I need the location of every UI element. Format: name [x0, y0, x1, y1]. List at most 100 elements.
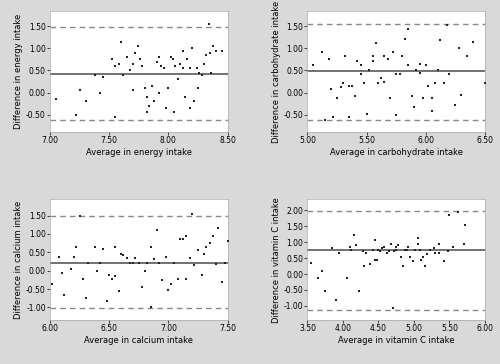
Point	[452, 102, 460, 108]
Point	[388, 305, 396, 310]
Point	[218, 280, 226, 285]
Point	[371, 257, 379, 262]
Point	[408, 93, 416, 99]
Point	[136, 56, 144, 62]
Point	[440, 258, 448, 264]
Point	[321, 117, 329, 123]
Point	[384, 56, 392, 62]
Point	[82, 295, 90, 301]
Point	[366, 261, 374, 267]
Point	[126, 260, 134, 265]
Point	[345, 114, 353, 120]
Point	[373, 257, 381, 262]
Point	[82, 98, 90, 104]
Point	[111, 114, 119, 120]
Point	[186, 66, 194, 71]
Point	[410, 104, 418, 110]
X-axis label: Average in energy intake: Average in energy intake	[86, 148, 192, 157]
Point	[392, 244, 400, 250]
Point	[140, 85, 148, 91]
Point	[96, 260, 104, 265]
Point	[481, 80, 489, 86]
Point	[210, 43, 218, 49]
Point	[327, 86, 335, 92]
Point	[164, 287, 172, 293]
Point	[166, 281, 174, 286]
X-axis label: Average in carbohydrate intake: Average in carbohydrate intake	[330, 148, 462, 157]
Point	[394, 242, 402, 248]
Point	[449, 244, 457, 250]
Point	[310, 62, 318, 68]
Point	[346, 244, 354, 250]
Point	[351, 93, 359, 99]
Point	[414, 236, 422, 241]
Point	[94, 269, 102, 274]
Point	[158, 63, 166, 69]
Point	[188, 211, 196, 217]
Point	[218, 48, 226, 54]
Point	[356, 62, 364, 68]
Point	[202, 244, 210, 250]
Point	[460, 241, 468, 246]
Y-axis label: Difference in vitamin C intake: Difference in vitamin C intake	[272, 197, 281, 323]
Point	[68, 266, 76, 272]
Point	[76, 87, 84, 93]
Point	[380, 54, 388, 59]
Point	[120, 72, 128, 78]
Point	[383, 250, 391, 256]
Point	[403, 247, 411, 253]
Point	[126, 68, 134, 74]
Point	[131, 255, 139, 261]
Point	[150, 98, 158, 104]
Point	[48, 281, 56, 286]
Point	[72, 112, 80, 118]
Point	[348, 83, 356, 89]
Point	[152, 227, 160, 233]
Point	[224, 238, 232, 244]
Point	[105, 272, 113, 278]
Point	[345, 83, 353, 89]
Point	[198, 272, 205, 278]
Point	[111, 273, 119, 279]
Point	[454, 209, 462, 215]
Point	[96, 90, 104, 95]
Point	[352, 242, 360, 248]
Point	[146, 305, 154, 310]
Point	[194, 248, 202, 253]
Point	[221, 260, 229, 265]
Point	[212, 48, 220, 54]
Point	[339, 80, 347, 86]
Point	[318, 49, 326, 55]
Point	[426, 247, 434, 253]
Point	[330, 114, 338, 120]
Y-axis label: Difference in carbohydrate intake: Difference in carbohydrate intake	[272, 0, 281, 143]
Point	[294, 96, 302, 102]
Point	[368, 58, 376, 64]
Point	[404, 244, 412, 250]
Point	[160, 66, 168, 71]
Point	[150, 256, 158, 262]
Point	[195, 70, 203, 76]
Point	[111, 244, 119, 250]
Point	[140, 269, 148, 274]
Point	[143, 94, 151, 100]
Point	[469, 39, 477, 45]
Point	[354, 288, 362, 293]
Point	[455, 45, 463, 51]
Point	[328, 245, 336, 251]
Point	[461, 222, 469, 228]
Point	[412, 67, 420, 72]
Point	[146, 244, 154, 250]
Point	[406, 254, 414, 260]
Point	[458, 92, 466, 98]
Point	[353, 58, 361, 64]
Point	[190, 98, 198, 104]
Point	[376, 248, 384, 254]
Point	[100, 246, 108, 252]
Point	[152, 59, 160, 64]
Point	[359, 248, 367, 254]
Point	[138, 284, 146, 290]
Point	[378, 245, 386, 251]
Point	[174, 76, 182, 82]
Point	[396, 71, 404, 77]
